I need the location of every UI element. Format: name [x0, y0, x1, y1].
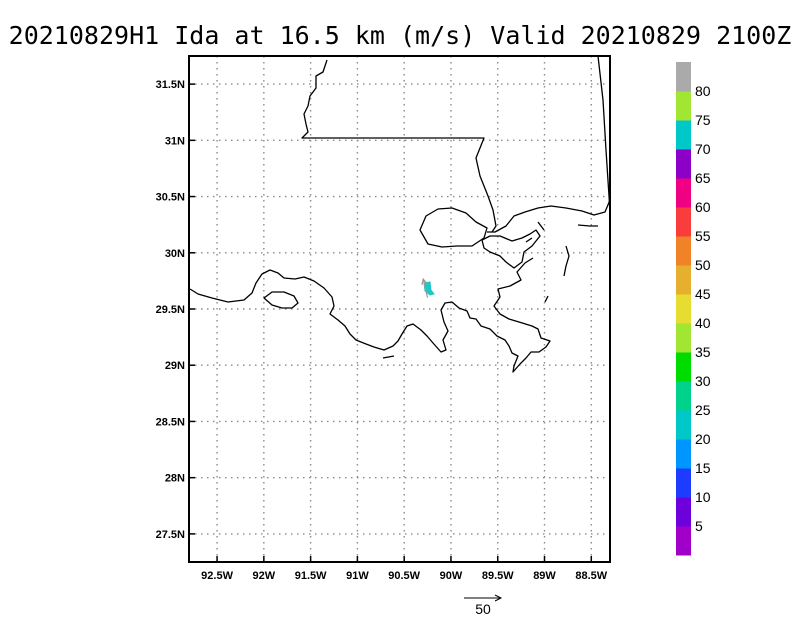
colorbar-segment [676, 294, 691, 324]
colorbar-segment [676, 149, 691, 179]
coastline-islands-1 [577, 224, 598, 227]
coastline-chandeleur [563, 245, 570, 277]
colorbar-label: 70 [695, 141, 711, 157]
lon-tick-label: 92.5W [201, 570, 233, 582]
colorbar-segment [676, 178, 691, 208]
wind-vector-head [421, 277, 428, 286]
coastline-lake-borgne [481, 229, 541, 269]
lat-tick-label: 29N [165, 360, 185, 372]
lon-tick-label: 90W [440, 570, 463, 582]
coastline-islands-2 [544, 295, 549, 303]
lon-tick-label: 88.5W [575, 570, 607, 582]
coastline-bay [263, 291, 299, 309]
colorbar-segment [676, 120, 691, 150]
colorbar-segment [676, 62, 691, 92]
colorbar-label: 50 [695, 257, 711, 273]
colorbar-label: 40 [695, 315, 711, 331]
gridlines [189, 56, 610, 562]
wind-field [421, 277, 435, 298]
colorbar-label: 25 [695, 402, 711, 418]
colorbar-label: 10 [695, 489, 711, 505]
lat-tick-label: 27.5N [156, 529, 185, 541]
border-mississippi-alabama [597, 55, 611, 213]
colorbar-segment [676, 410, 691, 440]
colorbar-segment [676, 91, 691, 121]
colorbar-label: 45 [695, 286, 711, 302]
colorbar-segment [676, 236, 691, 266]
colorbar-segment [676, 381, 691, 411]
coastline-islands-4 [525, 237, 533, 243]
lake-pontchartrain [419, 207, 488, 248]
lat-tick-label: 30.5N [156, 192, 185, 204]
wind-vector [422, 278, 429, 298]
lat-tick-label: 30N [165, 248, 185, 260]
colorbar-segment [676, 265, 691, 295]
reference-vector: 50 [464, 594, 503, 617]
border-louisiana-mississippi [301, 59, 497, 233]
colorbar-segment [676, 497, 691, 527]
colorbar-label: 5 [695, 518, 703, 534]
longitude-tick-labels: 92.5W 92W 91.5W 91W 90.5W 90W 89.5W 89W 88.5W [201, 556, 608, 582]
lat-tick-label: 31.5N [156, 79, 185, 91]
lat-tick-label: 31N [165, 135, 185, 147]
reference-vector-label: 50 [475, 601, 491, 617]
colorbar-label: 30 [695, 373, 711, 389]
colorbar-label: 80 [695, 83, 711, 99]
lon-tick-label: 91.5W [295, 570, 327, 582]
map-title: 20210829H1 Ida at 16.5 km (m/s) Valid 20… [9, 21, 792, 50]
colorbar-label: 20 [695, 431, 711, 447]
colorbar-label: 15 [695, 460, 711, 476]
coastline-mississippi [487, 199, 611, 233]
coastline-louisiana [189, 257, 551, 373]
colorbar-label: 75 [695, 112, 711, 128]
colorbar-label: 65 [695, 170, 711, 186]
lon-tick-label: 89.5W [482, 570, 514, 582]
colorbar-segment [676, 439, 691, 469]
colorbar: 5 10 15 20 25 30 35 40 45 50 55 60 65 70 75 80 [676, 62, 711, 556]
latitude-tick-labels: 27.5N 28N 28.5N 29N 29.5N 30N 30.5N 31N 31.5N [156, 79, 195, 541]
lon-tick-label: 92W [253, 570, 276, 582]
coastlines [189, 55, 611, 373]
colorbar-segment [676, 468, 691, 498]
colorbar-segment [676, 352, 691, 382]
colorbar-label: 55 [695, 228, 711, 244]
lat-tick-label: 29.5N [156, 304, 185, 316]
colorbar-label: 35 [695, 344, 711, 360]
lon-tick-label: 90.5W [388, 570, 420, 582]
lon-tick-label: 89W [533, 570, 556, 582]
lat-tick-label: 28.5N [156, 416, 185, 428]
colorbar-segment [676, 526, 691, 556]
coastline-marsh-island [382, 355, 395, 359]
lat-tick-label: 28N [165, 473, 185, 485]
coastline-islands-3 [537, 221, 545, 231]
colorbar-segment [676, 323, 691, 353]
colorbar-label: 60 [695, 199, 711, 215]
lon-tick-label: 91W [346, 570, 369, 582]
colorbar-segment [676, 207, 691, 237]
